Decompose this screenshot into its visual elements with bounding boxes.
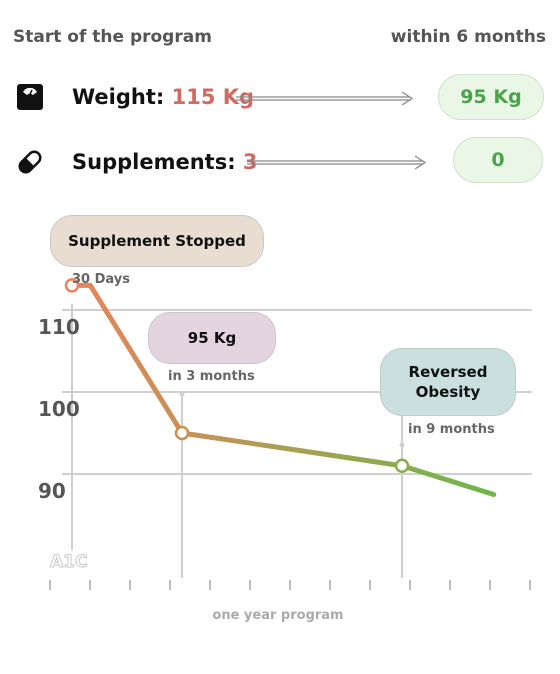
data-point-marker <box>174 425 190 441</box>
reversed-obesity-badge: Reversed Obesity <box>380 348 516 416</box>
days30-note: 30 Days <box>72 272 130 287</box>
guide-dot-month-9 <box>399 442 405 448</box>
supplement-stopped-badge: Supplement Stopped <box>50 215 264 267</box>
weight-arrow-icon <box>236 91 414 105</box>
header-start-label: Start of the program <box>13 27 212 47</box>
kg95-badge: 95 Kg <box>148 312 276 364</box>
reversed-line2: Obesity <box>415 383 481 401</box>
reversed-line1: Reversed <box>408 363 488 381</box>
y-tick-label-90: 90 <box>38 479 66 503</box>
pill-icon <box>18 150 42 174</box>
weight-target-badge: 95 Kg <box>438 74 544 120</box>
in3months-note: in 3 months <box>168 369 255 384</box>
scale-icon <box>17 84 43 110</box>
data-point-marker <box>64 278 80 293</box>
supplements-label: Supplements: <box>72 150 236 174</box>
y-axis-title: A1C <box>50 552 87 572</box>
supplements-target-badge: 0 <box>453 137 543 183</box>
supplements-value: 3 <box>242 150 258 174</box>
weight-series-line <box>69 282 497 497</box>
supplements-arrow-icon <box>247 155 427 169</box>
in9months-note: in 9 months <box>408 422 495 437</box>
data-point-marker <box>394 458 410 474</box>
guide-dot-month-3 <box>179 391 185 397</box>
supplements-row: Supplements: 3 0 <box>0 136 560 186</box>
weight-row: Weight: 115 Kg 95 Kg <box>0 72 560 122</box>
header-target-label: within 6 months <box>390 27 546 47</box>
y-tick-label-110: 110 <box>38 315 80 339</box>
y-tick-label-100: 100 <box>38 397 80 421</box>
weight-label: Weight: <box>72 85 165 109</box>
x-axis-title: one year program <box>212 608 343 623</box>
